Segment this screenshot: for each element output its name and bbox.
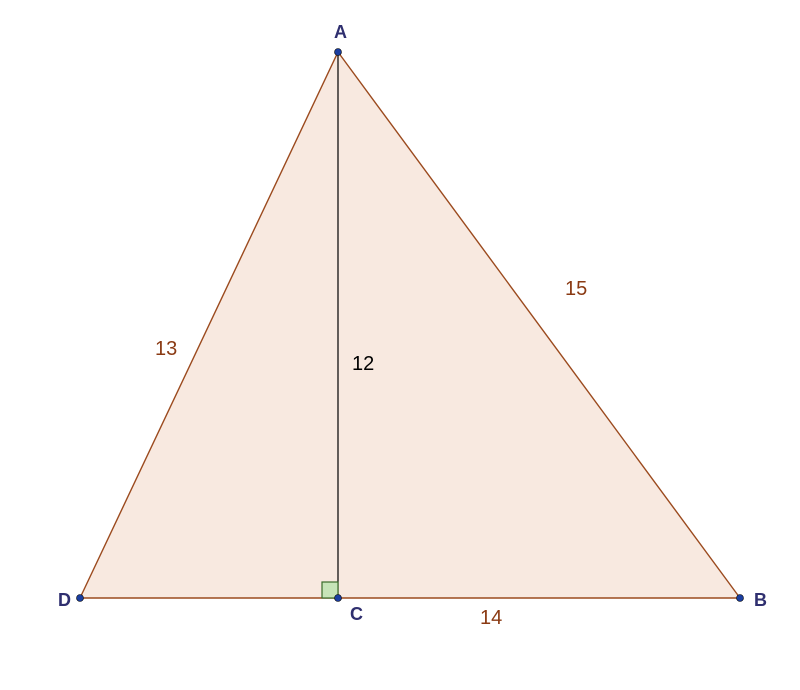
side-label-1: 15 (565, 278, 587, 300)
vertex-label-a: A (334, 22, 347, 42)
triangle-abd (80, 52, 740, 598)
vertex-label-c: C (350, 604, 363, 624)
point-a (335, 49, 342, 56)
side-label-0: 13 (155, 338, 177, 360)
point-c (335, 595, 342, 602)
point-d (77, 595, 84, 602)
vertex-label-b: B (754, 590, 767, 610)
side-label-3: 14 (480, 607, 502, 629)
side-label-2: 12 (352, 353, 374, 375)
point-b (737, 595, 744, 602)
vertex-label-d: D (58, 590, 71, 610)
